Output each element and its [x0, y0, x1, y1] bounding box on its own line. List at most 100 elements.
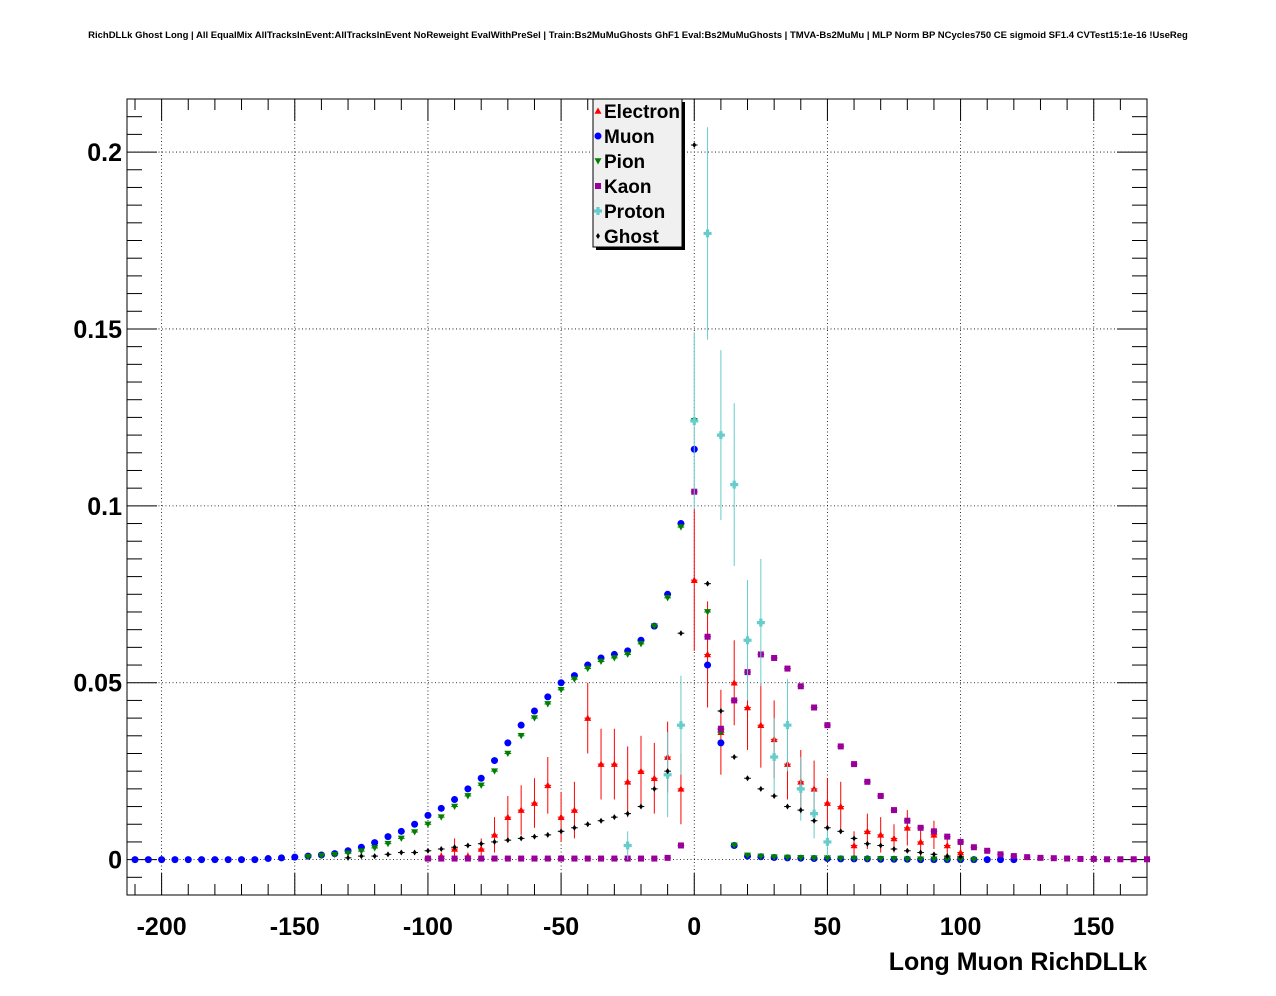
data-point-ghost — [491, 838, 498, 845]
data-point-ghost — [504, 837, 512, 844]
marker-ghost — [718, 708, 723, 715]
marker-kaon — [1037, 854, 1044, 861]
data-point-pion — [331, 851, 339, 859]
data-point-kaon — [890, 807, 898, 814]
marker-pion — [317, 852, 325, 860]
data-point-pion — [477, 782, 485, 789]
data-point-kaon — [903, 817, 911, 824]
marker-ghost — [798, 807, 803, 814]
marker-kaon — [464, 855, 471, 862]
data-point-kaon — [770, 654, 778, 661]
marker-muon — [517, 721, 525, 729]
marker-ghost — [399, 849, 404, 856]
marker-electron — [917, 838, 925, 845]
marker-electron — [504, 813, 512, 820]
marker-ghost — [532, 833, 537, 840]
legend-marker-muon — [594, 132, 602, 140]
marker-muon — [131, 856, 139, 864]
data-point-ghost — [704, 580, 711, 587]
data-point-pion — [810, 855, 818, 862]
data-point-pion — [877, 856, 885, 863]
marker-pion — [957, 856, 965, 864]
data-point-muon — [251, 856, 259, 864]
marker-pion — [903, 856, 911, 863]
data-point-pion — [504, 750, 512, 757]
data-point-kaon — [837, 743, 845, 750]
marker-muon — [184, 856, 192, 864]
data-point-pion — [930, 856, 938, 863]
data-point-kaon — [1037, 854, 1044, 861]
data-point-pion — [823, 855, 831, 862]
marker-kaon — [1064, 855, 1071, 862]
marker-pion — [770, 854, 778, 861]
marker-kaon — [651, 855, 658, 862]
marker-muon — [411, 820, 419, 828]
data-point-muon — [198, 856, 206, 864]
x-tick-label: 150 — [1073, 913, 1115, 941]
data-point-proton — [703, 127, 712, 340]
data-point-muon — [530, 707, 538, 715]
marker-muon — [717, 739, 725, 747]
marker-pion — [557, 687, 565, 694]
data-point-kaon — [797, 683, 805, 690]
data-point-ghost — [664, 768, 671, 775]
data-point-kaon — [704, 633, 711, 640]
data-point-electron — [690, 509, 698, 651]
marker-kaon — [837, 743, 844, 750]
marker-proton — [703, 229, 712, 238]
x-axis-label: Long Muon RichDLLk — [889, 948, 1147, 976]
marker-ghost — [838, 828, 843, 835]
marker-pion — [704, 609, 712, 616]
marker-electron — [637, 767, 645, 774]
marker-ghost — [612, 814, 617, 821]
data-point-electron — [491, 817, 499, 853]
data-point-ghost — [890, 846, 898, 853]
data-point-muon — [144, 856, 152, 864]
data-point-kaon — [637, 855, 645, 862]
marker-kaon — [544, 855, 551, 862]
data-point-proton — [663, 732, 672, 818]
marker-kaon — [1130, 856, 1137, 863]
data-point-pion — [384, 840, 392, 848]
data-point-kaon — [1010, 853, 1018, 860]
marker-pion — [970, 856, 978, 864]
data-point-pion — [943, 856, 951, 864]
data-point-ghost — [517, 835, 525, 842]
legend-marker-ghost — [596, 233, 600, 239]
data-point-ghost — [464, 842, 472, 849]
marker-ghost — [745, 775, 750, 782]
x-tick-label: -150 — [270, 913, 320, 941]
data-point-ghost — [864, 840, 871, 847]
legend-label-electron: Electron — [604, 102, 680, 123]
marker-proton — [690, 416, 699, 425]
marker-pion — [930, 856, 938, 863]
marker-muon — [171, 856, 179, 864]
data-point-pion — [637, 641, 645, 648]
marker-pion — [823, 855, 831, 862]
marker-muon — [704, 661, 712, 669]
marker-pion — [797, 855, 805, 862]
marker-ghost — [625, 810, 630, 817]
data-point-ghost — [877, 842, 885, 849]
marker-ghost — [505, 837, 510, 844]
marker-kaon — [478, 855, 485, 862]
legend-marker-pion — [594, 158, 602, 165]
data-point-ghost — [810, 817, 818, 824]
data-point-kaon — [970, 844, 978, 851]
data-point-pion — [903, 856, 911, 863]
data-point-pion — [624, 651, 632, 658]
data-point-ghost — [411, 849, 418, 856]
marker-proton — [663, 770, 672, 779]
marker-kaon — [824, 722, 831, 729]
data-point-pion — [357, 848, 365, 855]
marker-pion — [464, 793, 472, 800]
data-point-kaon — [784, 665, 791, 672]
data-point-ghost — [837, 828, 845, 835]
marker-muon — [504, 739, 512, 747]
data-point-ghost — [770, 792, 778, 799]
marker-electron — [584, 714, 592, 721]
data-point-kaon — [544, 855, 552, 862]
data-point-muon — [544, 693, 552, 701]
data-point-ghost — [477, 840, 485, 847]
marker-electron — [890, 834, 898, 842]
